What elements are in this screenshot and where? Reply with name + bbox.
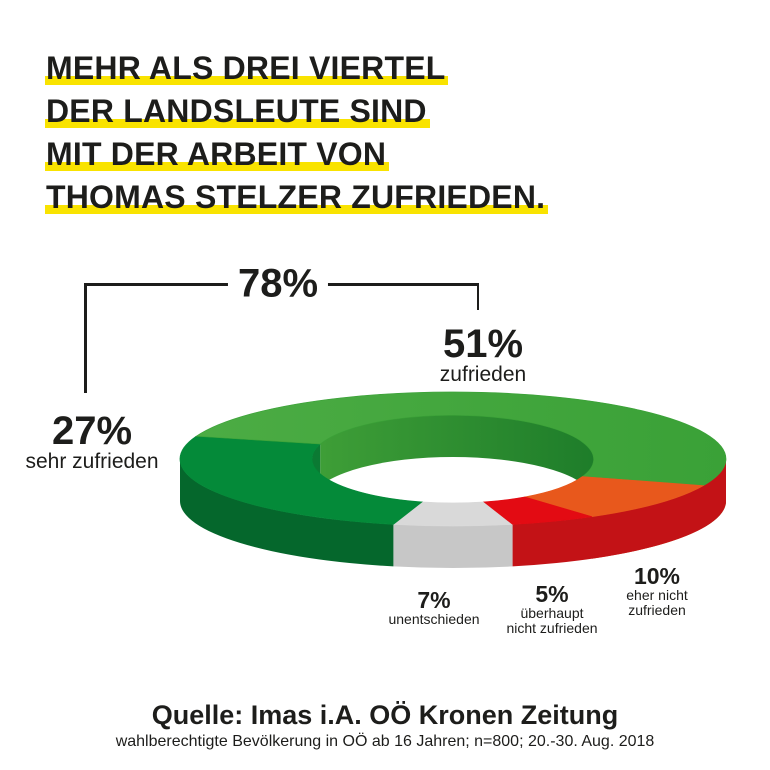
segment-outer-wall-sehr-zufrieden — [179, 459, 394, 567]
source-line: Quelle: Imas i.A. OÖ Kronen Zeitung — [151, 700, 619, 730]
callout-eher-nicht-label-1: eher nicht — [626, 587, 688, 603]
bracket-line-horizontal-right — [324, 283, 479, 286]
callout-unentschieden-label: unentschieden — [388, 611, 480, 627]
callout-sehr-zufrieden-value: 27% — [51, 409, 133, 453]
callout-eher-nicht-label-2: zufrieden — [628, 602, 686, 618]
headline-line-2: DER LANDSLEUTE SIND — [45, 90, 430, 133]
callout-zufrieden-label: zufrieden — [439, 363, 527, 386]
callout-eher-nicht-value: 10% — [633, 563, 681, 589]
headline-line-1: MEHR ALS DREI VIERTEL — [45, 47, 449, 90]
callout-unentschieden-value: 7% — [417, 587, 451, 613]
bracket-line-vertical-right — [476, 283, 479, 310]
headline: MEHR ALS DREI VIERTEL DER LANDSLEUTE SIN… — [45, 47, 549, 219]
bracket-line-vertical-left — [84, 283, 87, 393]
callout-unentschieden: 7% unentschieden — [388, 588, 479, 627]
callout-ueberhaupt-label-1: überhaupt — [520, 605, 584, 621]
callout-sehr-zufrieden: 27% sehr zufrieden — [25, 409, 159, 473]
segment-top-sehr-zufrieden — [179, 435, 424, 525]
callout-ueberhaupt-label-2: nicht zufrieden — [506, 620, 598, 636]
callout-zufrieden: 51% zufrieden — [439, 322, 527, 386]
segment-outer-wall-ueberhaupt-nicht-zufrieden — [512, 459, 726, 567]
segment-top-eher-nicht-zufrieden — [524, 476, 705, 518]
callout-sehr-zufrieden-label: sehr zufrieden — [25, 450, 159, 473]
source-detail-line: wahlberechtigte Bevölkerung in OÖ ab 16 … — [115, 733, 655, 750]
segment-top-ueberhaupt-nicht-zufrieden — [482, 496, 593, 525]
segment-outer-wall-unentschieden — [393, 524, 513, 569]
callout-zufrieden-value: 51% — [442, 322, 524, 366]
headline-line-3: MIT DER ARBEIT VON — [45, 133, 390, 176]
callout-eher-nicht-zufrieden: 10% eher nicht zufrieden — [626, 564, 687, 618]
callout-ueberhaupt-nicht-zufrieden: 5% überhaupt nicht zufrieden — [506, 582, 597, 636]
bracket-total-label: 78% — [227, 261, 329, 307]
callout-ueberhaupt-value: 5% — [535, 581, 569, 607]
source-block: Quelle: Imas i.A. OÖ Kronen Zeitung wahl… — [0, 700, 770, 752]
segment-inner-wall-zufrieden — [320, 414, 595, 501]
headline-line-4: THOMAS STELZER ZUFRIEDEN. — [45, 176, 549, 219]
segment-top-zufrieden — [195, 391, 727, 486]
bracket-line-horizontal-left — [84, 283, 233, 286]
